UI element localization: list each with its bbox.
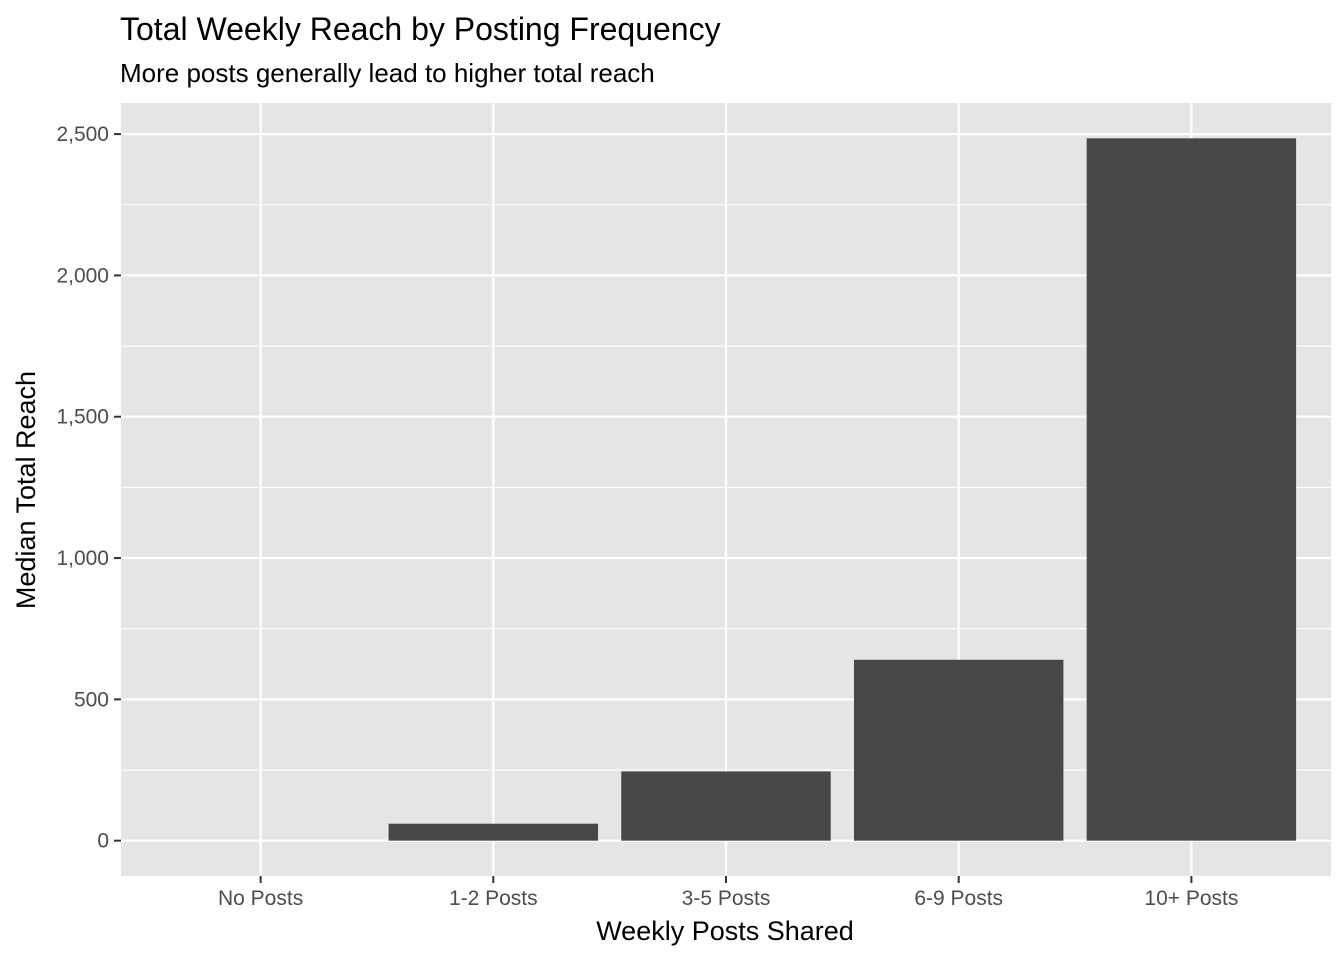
y-tick-label: 0 <box>97 830 109 853</box>
x-axis-title: Weekly Posts Shared <box>596 916 854 946</box>
x-tick-label: 3-5 Posts <box>682 887 771 910</box>
x-tick-label: No Posts <box>218 887 303 910</box>
x-tick-label: 10+ Posts <box>1144 887 1238 910</box>
bar-5 <box>1086 138 1297 841</box>
x-tick-label: 6-9 Posts <box>914 887 1003 910</box>
bar-2 <box>388 823 599 841</box>
y-tick-label: 2,000 <box>56 264 109 287</box>
y-tick-label: 500 <box>74 688 109 711</box>
chart-subtitle: More posts generally lead to higher tota… <box>120 58 655 88</box>
x-tick-label: 1-2 Posts <box>449 887 538 910</box>
bars <box>388 138 1297 841</box>
bar-3 <box>621 771 831 841</box>
bar-4 <box>853 659 1064 841</box>
y-axis-title: Median Total Reach <box>11 371 41 609</box>
axes: 0 500 1,000 1,500 2,000 2,500 No Posts 1-2 Post… <box>56 123 1238 910</box>
y-tick-label: 1,000 <box>56 547 109 570</box>
chart-title: Total Weekly Reach by Posting Frequency <box>120 11 721 47</box>
y-tick-label: 1,500 <box>56 406 109 429</box>
y-tick-label: 2,500 <box>56 123 109 146</box>
